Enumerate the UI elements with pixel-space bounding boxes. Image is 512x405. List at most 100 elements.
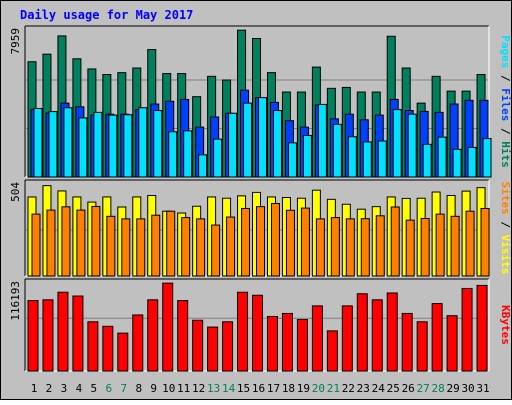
kbytes-panel-bars [27, 282, 488, 372]
pages-bar [317, 103, 327, 178]
x-tick-label: 1 [31, 382, 38, 395]
kbytes-bar [341, 305, 353, 372]
pages-bar [33, 107, 43, 178]
sites-bar [151, 214, 161, 277]
hits-panel-ylabel-part: Hits [499, 141, 512, 168]
kbytes-bar [192, 319, 204, 372]
pages-bar [228, 112, 238, 178]
x-tick-label: 10 [162, 382, 175, 395]
sites-bar [405, 219, 415, 277]
pages-bar [452, 148, 462, 178]
kbytes-bar [177, 300, 189, 372]
x-tick-label: 27 [417, 382, 430, 395]
x-tick-label: 31 [476, 382, 489, 395]
visits-panel-bars [27, 185, 490, 277]
pages-bar [213, 138, 223, 178]
kbytes-panel: 116193 KBytes [9, 278, 512, 372]
chart-panels: 7959 Pages / Files / Hits 504 Sites / Visit… [9, 25, 512, 372]
pages-bar [347, 136, 357, 178]
kbytes-bar [57, 291, 69, 372]
kbytes-bar [87, 321, 99, 372]
pages-bar [123, 114, 133, 178]
x-tick-label: 12 [192, 382, 205, 395]
sites-bar [226, 216, 236, 277]
hits-panel-bars [27, 29, 492, 178]
visits-panel-ylabel: Sites / Visits [499, 182, 512, 275]
kbytes-bar [222, 321, 234, 372]
sites-bar [300, 207, 310, 277]
pages-bar [183, 130, 193, 178]
kbytes-bar [386, 292, 398, 372]
kbytes-bar [401, 312, 413, 372]
kbytes-bar [162, 282, 174, 372]
x-tick-label: 3 [61, 382, 68, 395]
kbytes-bar [102, 325, 114, 372]
x-tick-label: 14 [222, 382, 236, 395]
sites-bar [166, 210, 176, 277]
kbytes-bar [237, 291, 249, 372]
hits-panel-ylabel-part: Pages [499, 35, 512, 68]
hits-panel: 7959 Pages / Files / Hits [9, 25, 512, 178]
pages-bar [168, 131, 178, 178]
kbytes-panel-ylabel: KBytes [499, 305, 512, 345]
kbytes-bar [446, 315, 458, 372]
pages-bar [392, 109, 402, 178]
hits-panel-ylabel-part: Files [499, 88, 512, 121]
sites-bar [196, 218, 206, 277]
x-tick-label: 25 [387, 382, 400, 395]
pages-bar [377, 140, 387, 178]
x-tick-label: 23 [357, 382, 370, 395]
x-tick-label: 13 [207, 382, 220, 395]
sites-bar [375, 215, 385, 277]
sites-bar [61, 206, 71, 277]
kbytes-bar [72, 295, 84, 372]
kbytes-bar [371, 299, 383, 372]
visits-panel-ylabel-part: Visits [499, 235, 512, 275]
kbytes-bar [117, 332, 129, 372]
x-tick-label: 28 [432, 382, 445, 395]
sites-bar [256, 206, 266, 277]
sites-bar [211, 224, 221, 277]
kbytes-bar [252, 294, 264, 372]
x-tick-label: 24 [372, 382, 386, 395]
pages-bar [482, 138, 492, 178]
x-tick-label: 4 [76, 382, 83, 395]
kbytes-bar [311, 305, 323, 372]
kbytes-bar [461, 287, 473, 372]
sites-bar [345, 218, 355, 277]
hits-panel-ylabel: Pages / Files / Hits [499, 35, 512, 168]
sites-bar [480, 207, 490, 277]
pages-bar [243, 102, 253, 178]
kbytes-bar [431, 303, 443, 372]
sites-bar [450, 215, 460, 277]
pages-bar [48, 111, 58, 178]
sites-bar [420, 218, 430, 277]
x-tick-label: 16 [252, 382, 265, 395]
sites-bar [121, 218, 131, 277]
hits-panel-ylabel-part: / [499, 121, 512, 141]
pages-bar [258, 97, 268, 178]
sites-bar [285, 209, 295, 277]
x-tick-label: 21 [327, 382, 340, 395]
sites-bar [465, 210, 475, 277]
sites-bar [330, 217, 340, 277]
x-tick-label: 2 [46, 382, 53, 395]
pages-bar [138, 107, 148, 178]
kbytes-panel-ymax-label: 116193 [9, 281, 22, 321]
kbytes-bar [132, 314, 144, 372]
pages-bar [302, 134, 312, 178]
pages-bar [407, 113, 417, 178]
x-tick-label: 15 [237, 382, 250, 395]
sites-bar [76, 209, 86, 277]
kbytes-bar [147, 299, 159, 372]
pages-bar [153, 110, 163, 178]
sites-bar [435, 213, 445, 277]
pages-bar [108, 114, 118, 178]
sites-bar [270, 203, 280, 277]
sites-bar [106, 215, 116, 277]
pages-bar [78, 117, 88, 178]
kbytes-bar [416, 321, 428, 372]
sites-bar [181, 217, 191, 277]
